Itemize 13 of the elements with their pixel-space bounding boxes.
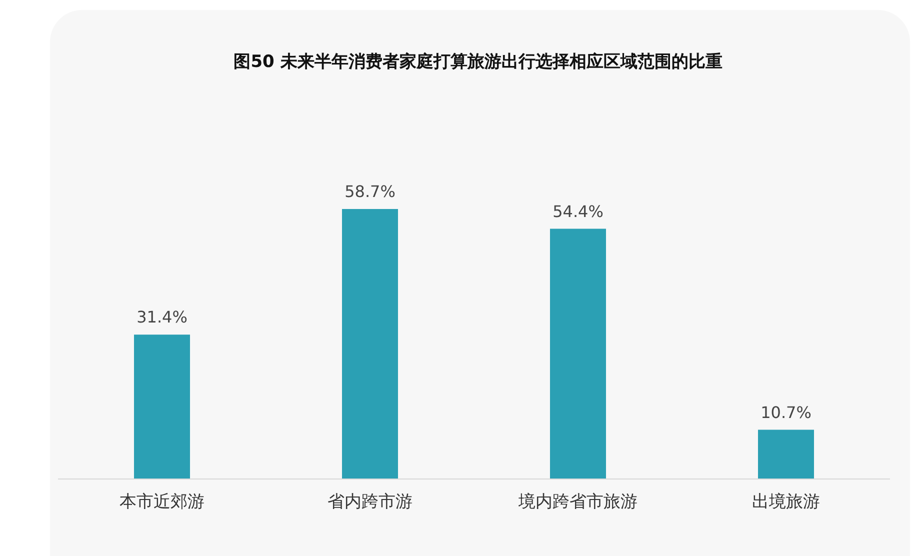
x-tick-label: 出境旅游 — [752, 492, 820, 512]
data-label: 58.7% — [344, 182, 396, 201]
bar — [550, 228, 606, 479]
x-tick-label: 本市近郊游 — [120, 492, 204, 512]
chart-title: 图50 未来半年消费者家庭打算旅游出行选择相应区域范围的比重 — [232, 51, 724, 73]
data-label: 10.7% — [760, 402, 812, 422]
x-tick-label: 省内跨市游 — [328, 492, 412, 512]
bar — [758, 430, 814, 479]
data-label: 54.4% — [552, 202, 604, 221]
x-tick-label: 境内跨省市旅游 — [518, 492, 638, 512]
bar — [134, 334, 190, 479]
bar — [342, 209, 398, 479]
data-label: 31.4% — [136, 308, 188, 327]
